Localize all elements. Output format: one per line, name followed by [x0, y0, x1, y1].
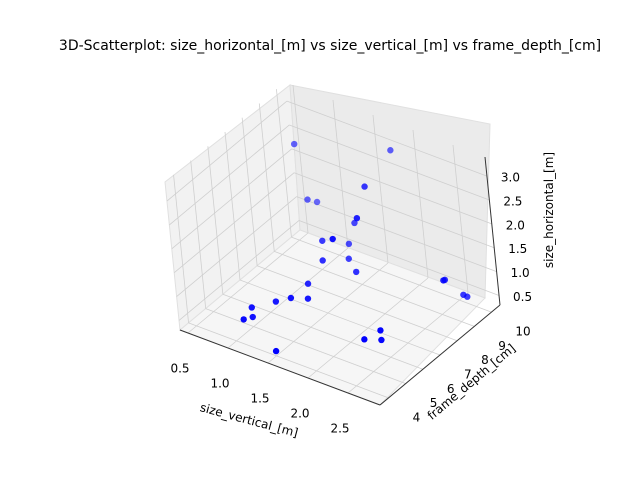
z-grid-line	[166, 100, 288, 202]
z-grid-line	[173, 172, 295, 274]
data-point	[313, 198, 321, 206]
z-grid-line	[176, 196, 297, 297]
y-tick-label: 4	[413, 410, 421, 424]
data-point	[272, 347, 280, 355]
z-tick-label: 2.5	[503, 194, 522, 208]
x-grid-line	[452, 144, 469, 294]
data-point	[249, 313, 256, 321]
y-tick-label: 7	[464, 368, 472, 382]
grid-lines	[166, 84, 500, 399]
z-axis-label: size_horizontal_[m]	[542, 152, 556, 268]
z-tick-label: 1.5	[508, 242, 527, 256]
axes	[179, 156, 501, 406]
y-grid-line	[207, 146, 224, 295]
x-tick-label: 0.5	[170, 362, 189, 376]
data-points	[240, 140, 471, 355]
data-point	[345, 255, 352, 262]
data-point	[353, 214, 361, 222]
x-grid-line	[412, 129, 429, 279]
y-grid-line	[291, 236, 492, 313]
data-point	[304, 280, 312, 287]
y-axis-line	[379, 304, 501, 406]
data-point	[345, 240, 353, 248]
x-grid-line	[372, 114, 389, 264]
y-grid-line	[190, 160, 207, 309]
data-point	[248, 304, 255, 311]
data-point	[319, 237, 326, 244]
chart-title: 3D-Scatterplot: size_horizontal_[m] vs s…	[59, 38, 601, 54]
y-grid-line	[239, 279, 441, 356]
z-grid-line	[286, 100, 488, 177]
data-point	[240, 316, 247, 323]
y-tick-label: 6	[447, 382, 455, 396]
y-grid-line	[205, 308, 406, 384]
z-axis-line	[484, 156, 501, 306]
z-grid-line	[291, 148, 492, 225]
y-tick-label: 9	[498, 339, 506, 353]
x-tick-label: 2.0	[290, 407, 309, 421]
data-point	[351, 219, 358, 227]
data-point	[361, 183, 368, 190]
x-grid-line	[332, 99, 349, 249]
data-point	[353, 268, 360, 276]
z-grid-line	[289, 124, 490, 201]
y-grid-line	[224, 131, 241, 281]
x-grid-line	[292, 84, 309, 234]
z-tick-label: 1.0	[511, 266, 530, 280]
y-grid-line	[276, 89, 292, 238]
x-tick-label: 2.5	[330, 422, 349, 436]
z-grid-line	[171, 148, 293, 250]
z-grid-line	[296, 196, 497, 272]
y-tick-label: 8	[481, 353, 489, 367]
y-grid-line	[274, 251, 475, 327]
z-tick-label: 0.5	[513, 290, 532, 304]
data-point	[304, 196, 311, 203]
y-tick-label: 10	[515, 325, 530, 339]
data-point	[440, 277, 447, 284]
data-point	[319, 257, 326, 264]
data-point	[377, 327, 384, 334]
x-tick-label: 1.0	[210, 377, 229, 391]
data-point	[361, 336, 368, 343]
z-grid-line	[298, 220, 500, 296]
data-point	[378, 336, 385, 344]
y-grid-line	[222, 293, 423, 370]
x-axis-label: size_vertical_[m]	[198, 400, 299, 440]
z-tick-label: 2.0	[506, 218, 525, 232]
data-point	[329, 235, 336, 243]
data-point	[460, 291, 467, 298]
x-axis-line	[179, 329, 381, 406]
y-axis-label: frame_depth_[cm]	[425, 341, 518, 423]
y-grid-line	[258, 103, 275, 252]
data-point	[272, 298, 280, 305]
x-tick-label: 1.5	[250, 392, 269, 406]
y-grid-line	[188, 322, 389, 399]
y-grid-line	[173, 174, 189, 323]
y-grid-line	[257, 265, 458, 342]
y-tick-label: 5	[430, 396, 438, 410]
z-tick-label: 3.0	[501, 171, 520, 185]
y-grid-line	[241, 117, 258, 266]
z-grid-line	[178, 220, 300, 321]
data-point	[304, 295, 312, 302]
z-grid-line	[169, 124, 290, 226]
data-point	[290, 140, 298, 148]
z-grid-line	[294, 172, 495, 249]
data-point	[287, 294, 295, 302]
data-point	[387, 147, 394, 154]
